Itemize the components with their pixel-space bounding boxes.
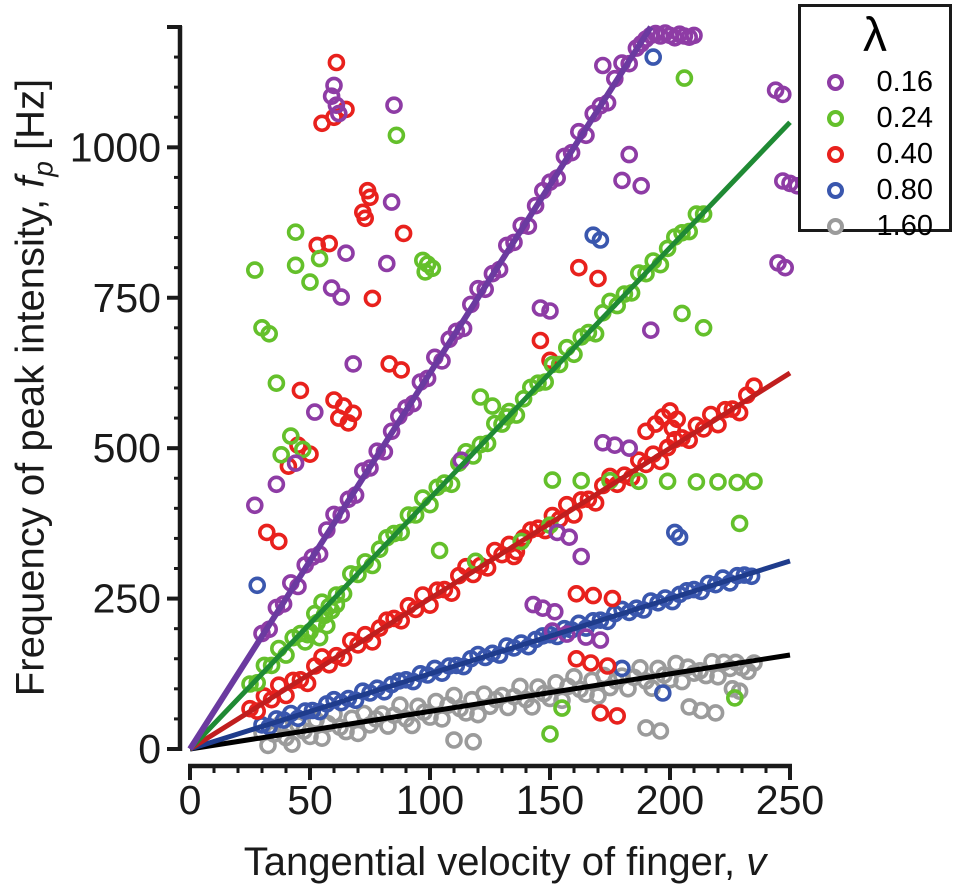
x-axis-variable: v [746, 840, 767, 884]
y-tick-label: 250 [93, 576, 161, 622]
legend-title: λ [863, 9, 887, 62]
x-tick-label: 50 [287, 777, 333, 823]
legend-label: 0.16 [876, 65, 933, 98]
y-tick-label: 1000 [70, 124, 161, 170]
legend-label: 0.24 [876, 101, 933, 134]
legend-item: 1.60 [801, 209, 949, 243]
series-lambda-0.16 [246, 24, 807, 649]
legend-marker-lambda-0.16-icon [827, 73, 844, 91]
legend-item: 0.80 [801, 173, 949, 207]
legend-marker-lambda-0.80-icon [827, 181, 844, 199]
y-tick-label: 750 [93, 275, 161, 321]
x-tick-label: 100 [396, 777, 464, 823]
x-tick-label: 200 [636, 777, 704, 823]
x-tick-label: 250 [756, 777, 824, 823]
fit-line-lambda-0.40 [188, 370, 792, 752]
fit-line-lambda-1.60 [189, 652, 791, 752]
x-axis-title: Tangential velocity of finger, v [mm/s] [205, 840, 805, 891]
x-tick-label: 0 [179, 777, 202, 823]
fit-line-lambda-0.24 [188, 120, 792, 751]
legend-marker-lambda-0.40-icon [827, 145, 844, 163]
legend: λ 0.16 0.24 0.40 0.80 1.60 [798, 4, 952, 242]
fit-line-lambda-0.16 [187, 25, 654, 751]
legend-item: 0.40 [801, 137, 949, 171]
legend-marker-lambda-0.24-icon [827, 109, 844, 127]
legend-item: 0.16 [801, 65, 949, 99]
y-tick-label: 0 [138, 726, 161, 772]
y-axis-title: Frequency of peak intensity, fp [Hz] [9, 27, 60, 749]
fit-line-lambda-0.80 [189, 558, 791, 752]
y-axis-variable: f [8, 176, 53, 188]
legend-label: 0.40 [876, 137, 933, 170]
y-axis-unit: [Hz] [8, 78, 53, 162]
y-axis-variable-subscript: p [27, 161, 59, 177]
tick-labels: 0 50 100 150 200 250 0 250 500 750 1000 [70, 124, 824, 823]
legend-marker-lambda-1.60-icon [827, 217, 844, 235]
legend-label: 1.60 [876, 209, 933, 242]
axes [167, 25, 792, 780]
y-tick-label: 500 [93, 425, 161, 471]
x-tick-label: 150 [516, 777, 584, 823]
legend-label: 0.80 [876, 173, 933, 206]
legend-item: 0.24 [801, 101, 949, 135]
y-axis-title-text: Frequency of peak intensity, [8, 187, 53, 697]
fit-lines [187, 25, 792, 752]
x-axis-unit: [mm/s] [445, 885, 565, 891]
x-axis-title-text: Tangential velocity of finger, [243, 840, 747, 884]
